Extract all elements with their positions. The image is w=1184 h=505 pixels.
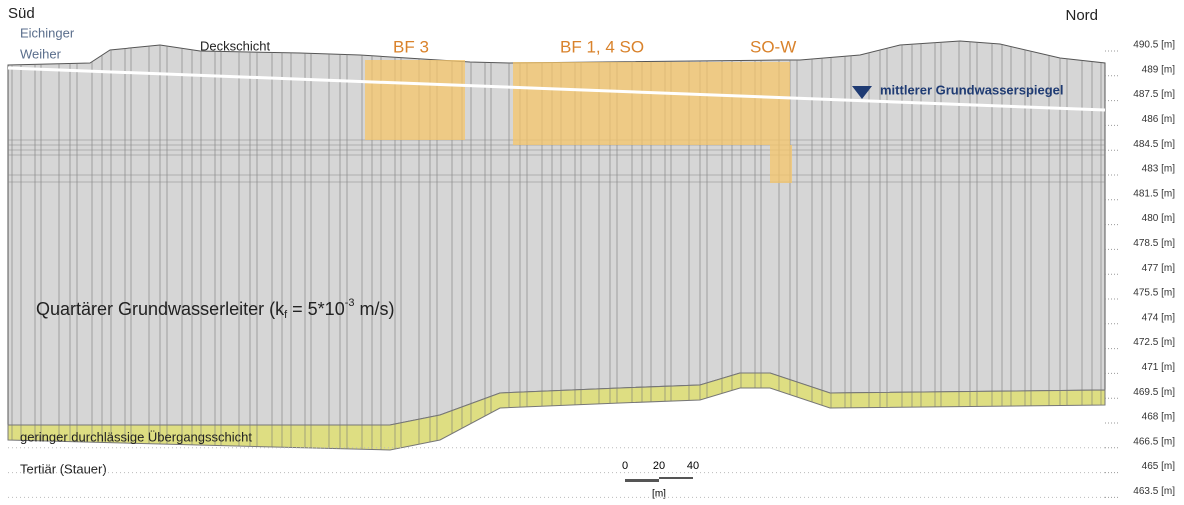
t: m/s) — [355, 299, 395, 319]
scale-tick: 0 — [622, 460, 628, 472]
bf3-zone — [365, 60, 465, 140]
cross-section: Süd Nord Eichinger Weiher Deckschicht BF… — [0, 0, 1184, 505]
elevation-label: 490.5 [m] — [1133, 40, 1175, 51]
sow-zone — [770, 145, 792, 183]
north: Nord — [1065, 7, 1098, 24]
elevation-label: 474 [m] — [1142, 312, 1176, 323]
elevation-label: 465 [m] — [1142, 461, 1176, 472]
elevation-label: 469.5 [m] — [1133, 387, 1175, 398]
sow-label: SO-W — [750, 37, 796, 56]
elevation-label: 471 [m] — [1142, 362, 1176, 373]
elevation-label: 489 [m] — [1142, 64, 1176, 75]
scale-unit: [m] — [652, 489, 666, 500]
elevation-label: 477 [m] — [1142, 263, 1176, 274]
t: Quartärer Grundwasserleiter (k — [36, 299, 285, 319]
elevation-label: 463.5 [m] — [1133, 486, 1175, 497]
elevation-label: 468 [m] — [1142, 412, 1176, 423]
t: -3 — [345, 297, 355, 309]
cover-label: Deckschicht — [200, 38, 270, 53]
elevation-label: 466.5 [m] — [1133, 436, 1175, 447]
bf14-label: BF 1, 4 SO — [560, 37, 644, 56]
scale-seg — [659, 477, 693, 479]
scale-seg — [625, 479, 659, 482]
transition-label: geringer durchlässige Übergangsschicht — [20, 429, 252, 444]
elevation-label: 481.5 [m] — [1133, 188, 1175, 199]
elevation-label: 478.5 [m] — [1133, 238, 1175, 249]
scale-tick: 20 — [653, 460, 665, 472]
south: Süd — [8, 5, 35, 22]
groundwater-label: mittlerer Grundwasserspiegel — [880, 82, 1064, 97]
scale-tick: 40 — [687, 460, 699, 472]
t: = 5*10 — [287, 299, 345, 319]
aquifer-label: Quartärer Grundwasserleiter (kf = 5*10-3… — [36, 297, 395, 321]
lake: Eichinger — [20, 25, 75, 40]
bf3-label: BF 3 — [393, 37, 429, 56]
bf14-zone — [513, 62, 790, 145]
elevation-label: 484.5 [m] — [1133, 139, 1175, 150]
elevation-label: 483 [m] — [1142, 164, 1176, 175]
tertiary-label: Tertiär (Stauer) — [20, 461, 107, 476]
scale-bar: 0 20 40 [m] — [622, 460, 699, 500]
lake: Weiher — [20, 46, 62, 61]
elevation-label: 472.5 [m] — [1133, 337, 1175, 348]
elevation-label: 480 [m] — [1142, 213, 1176, 224]
elevation-label: 486 [m] — [1142, 114, 1176, 125]
elevation-label: 487.5 [m] — [1133, 89, 1175, 100]
elevation-label: 475.5 [m] — [1133, 288, 1175, 299]
